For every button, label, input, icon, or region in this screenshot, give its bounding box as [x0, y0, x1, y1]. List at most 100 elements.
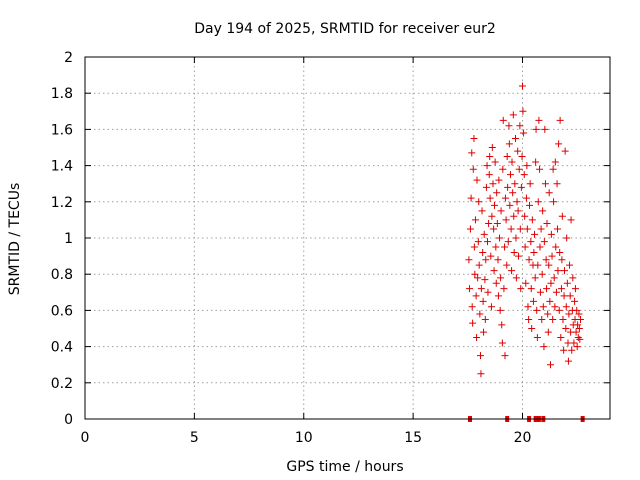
data-point [558, 212, 566, 220]
data-point [551, 303, 559, 311]
data-point [513, 198, 521, 206]
data-point [539, 303, 547, 311]
data-point [474, 274, 482, 282]
data-point [496, 234, 504, 242]
data-point [505, 122, 513, 130]
data-point [485, 220, 493, 228]
data-point [472, 292, 480, 300]
data-point [521, 212, 529, 220]
data-point [487, 303, 495, 311]
axis-ticks: 0 5 10 15 20 0 0.2 0.4 0.6 0.8 1 1.2 1.4 1.6 1.8 2 [51, 50, 610, 446]
data-point [489, 180, 497, 188]
data-point [536, 165, 544, 173]
data-point [474, 238, 482, 246]
data-point [549, 165, 557, 173]
data-point [492, 243, 500, 251]
data-point [527, 238, 535, 246]
data-point [475, 198, 483, 206]
data-point [504, 183, 512, 191]
data-point [554, 225, 561, 233]
data-point [568, 346, 576, 354]
data-point [469, 165, 477, 173]
data-point [484, 288, 492, 296]
data-point [544, 328, 552, 336]
y-tick-label: 1.4 [51, 159, 73, 175]
data-point [520, 129, 528, 137]
data-point [490, 267, 498, 275]
data-point [573, 306, 581, 314]
data-point [478, 207, 486, 215]
data-point [552, 243, 560, 251]
data-point [544, 310, 552, 318]
data-point [526, 201, 533, 209]
data-point [498, 321, 506, 329]
data-point [477, 370, 485, 378]
data-point [560, 292, 568, 300]
data-point [517, 285, 525, 293]
data-point [561, 147, 569, 155]
data-point [566, 261, 574, 269]
data-point [540, 343, 548, 351]
data-point [510, 212, 518, 220]
data-point [533, 334, 541, 342]
data-point [481, 276, 489, 284]
data-point [486, 194, 494, 202]
data-point [484, 238, 491, 246]
data-point [552, 288, 560, 296]
data-point [570, 339, 578, 347]
data-point [488, 212, 496, 220]
data-point [574, 334, 582, 342]
data-point [541, 125, 549, 133]
data-point [501, 194, 509, 202]
x-tick-label: 10 [295, 430, 313, 446]
data-point [558, 256, 566, 264]
data-point [531, 230, 539, 238]
y-tick-label: 1.8 [51, 86, 73, 102]
data-point [496, 306, 504, 314]
data-point [533, 306, 541, 314]
data-point [482, 256, 490, 264]
data-point [467, 194, 475, 202]
data-point [477, 352, 484, 360]
data-point [534, 261, 542, 269]
data-point [546, 297, 554, 305]
data-point [555, 140, 563, 148]
data-point [495, 176, 503, 184]
data-point [505, 140, 513, 148]
data-point [547, 361, 554, 369]
data-point [529, 297, 537, 305]
x-tick-label: 0 [81, 430, 90, 446]
data-point [501, 352, 509, 360]
data-point [545, 261, 553, 269]
data-point [530, 248, 538, 256]
data-point [514, 207, 522, 215]
data-point [574, 321, 582, 329]
data-point [562, 303, 570, 311]
data-point [576, 315, 584, 323]
data-point [523, 225, 531, 233]
data-point [512, 274, 520, 282]
data-point [512, 234, 520, 242]
data-point [562, 325, 570, 332]
data-point [522, 279, 530, 287]
data-point [466, 225, 474, 233]
data-point [557, 334, 565, 342]
data-point [512, 134, 519, 142]
data-point [571, 285, 579, 293]
data-point [556, 116, 564, 124]
data-point [493, 220, 501, 228]
y-tick-label: 0.6 [51, 303, 73, 319]
data-point [480, 328, 488, 336]
data-point [469, 319, 477, 327]
data-point [531, 274, 539, 282]
data-point [470, 243, 478, 251]
data-point [508, 267, 516, 275]
y-tick-label: 0.2 [51, 376, 73, 392]
data-point [504, 238, 512, 246]
data-point [486, 153, 494, 161]
data-point [498, 339, 506, 347]
data-point [493, 189, 501, 197]
data-point [543, 220, 551, 228]
data-point [499, 116, 507, 124]
